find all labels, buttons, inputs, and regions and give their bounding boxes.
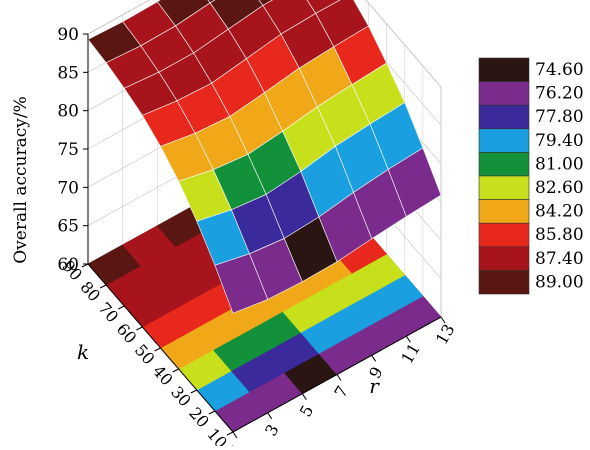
legend-swatch: [478, 222, 530, 248]
legend-label: 84.20: [535, 202, 584, 222]
k-tick-label: 40: [149, 361, 177, 389]
z-gridline: [87, 0, 442, 88]
k-tick-label: 50: [131, 340, 159, 368]
legend: 74.60 76.20 77.80 79.40 81.00 82.60 84.20 85.80…: [478, 57, 584, 295]
surface-cell: [214, 253, 269, 314]
legend-label: 89.00: [535, 272, 584, 292]
r-tick-label: 11: [397, 340, 424, 367]
z-tick-label: 75: [57, 140, 79, 160]
k-tick-mark: [154, 347, 161, 352]
r-tick-mark: [405, 335, 411, 343]
z-axis-title: Overall accuracy/%: [11, 96, 31, 264]
k-tick-mark: [190, 389, 197, 394]
r-tick-mark: [301, 393, 307, 400]
legend-label: 77.80: [535, 107, 584, 127]
z-tick-label: 60: [57, 255, 79, 275]
r-tick-label: 7: [330, 383, 352, 401]
z-tick-label: 85: [57, 63, 79, 83]
legend-label: 79.40: [535, 131, 584, 151]
r-tick-label: 13: [432, 321, 459, 348]
legend-swatch: [478, 199, 530, 224]
k-tick-label: 10: [203, 424, 231, 446]
k-tick-mark: [118, 305, 125, 310]
r-tick-mark: [336, 374, 342, 381]
r-tick-mark: [232, 431, 238, 439]
k-tick-mark: [136, 326, 143, 331]
k-tick-mark: [81, 263, 89, 268]
legend-label: 82.60: [535, 178, 584, 198]
legend-swatch: [478, 246, 530, 271]
k-tick-label: 60: [113, 319, 141, 347]
r-tick-label: 1: [226, 440, 248, 446]
r-tick-mark: [440, 316, 446, 324]
k-tick-mark: [226, 431, 234, 436]
legend-swatch: [478, 175, 530, 200]
legend-label: 85.80: [535, 225, 584, 245]
accuracy-surface: [87, 0, 442, 314]
k-tick-mark: [208, 410, 216, 415]
r-tick-mark: [371, 355, 377, 362]
legend-swatch: [478, 81, 530, 106]
k-axis-title: k: [77, 340, 89, 364]
k-tick-mark: [172, 368, 179, 373]
r-tick-mark: [267, 412, 273, 420]
k-tick-label: 30: [167, 382, 195, 410]
legend-swatch: [478, 104, 530, 130]
z-tick-label: 70: [57, 178, 79, 198]
legend-swatch: [478, 57, 530, 82]
legend-swatch: [478, 152, 530, 177]
r-axis-title: r: [369, 374, 380, 398]
legend-swatch: [478, 270, 530, 295]
legend-swatch: [478, 128, 530, 153]
k-tick-label: 80: [76, 277, 104, 305]
k-tick-mark: [99, 284, 107, 289]
r-tick-label: 5: [296, 402, 318, 420]
legend-label: 87.40: [535, 249, 584, 269]
z-tick-label: 80: [57, 102, 79, 122]
legend-label: 74.60: [535, 60, 584, 80]
z-tick-label: 90: [57, 25, 79, 45]
legend-label: 76.20: [535, 84, 584, 104]
r-tick-label: 3: [261, 421, 283, 439]
k-tick-label: 70: [95, 298, 123, 326]
z-tick-label: 65: [57, 217, 79, 237]
legend-label: 81.00: [535, 154, 584, 174]
k-tick-label: 20: [185, 403, 213, 431]
